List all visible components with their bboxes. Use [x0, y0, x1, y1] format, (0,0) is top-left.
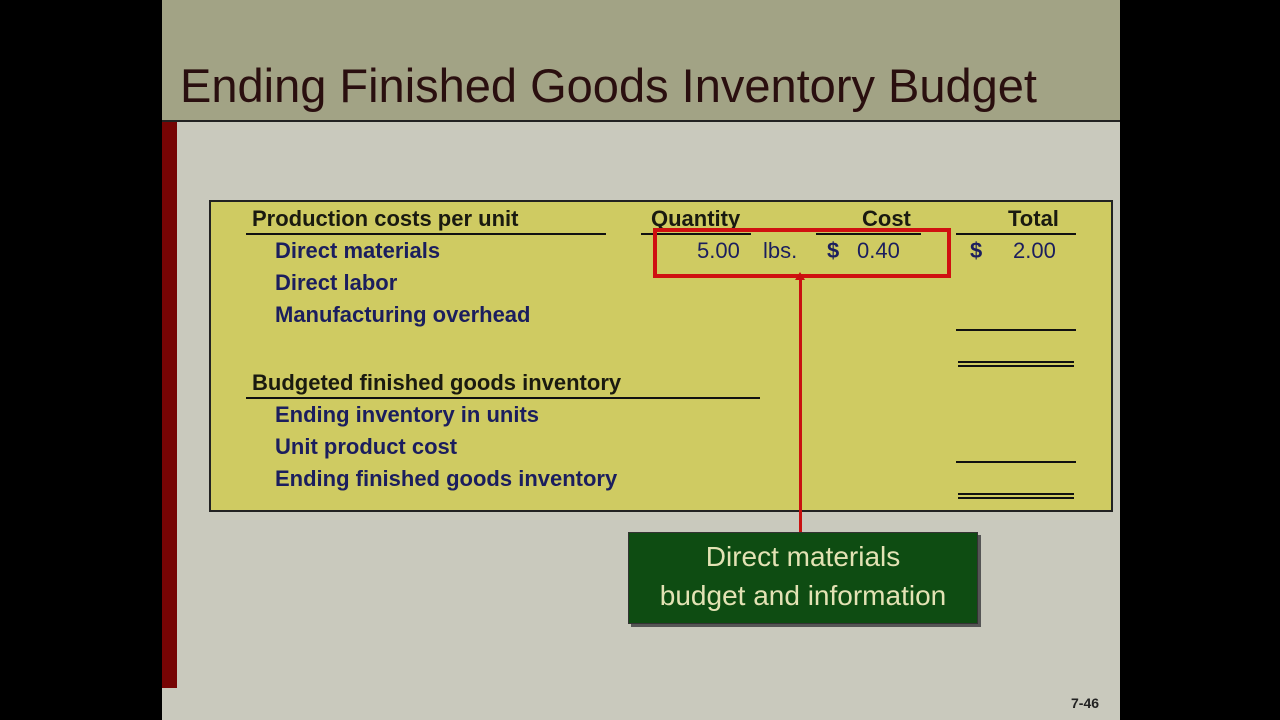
- dm-total: 2.00: [1013, 238, 1056, 263]
- row-ending-inventory-units: Ending inventory in units: [275, 402, 539, 427]
- accent-strip: [162, 122, 177, 688]
- row-manufacturing-overhead: Manufacturing overhead: [275, 302, 531, 327]
- section-header-production-costs: Production costs per unit: [252, 206, 519, 231]
- title-band: Ending Finished Goods Inventory Budget: [162, 0, 1120, 122]
- row-unit-product-cost: Unit product cost: [275, 434, 458, 459]
- row-ending-finished-goods-inventory: Ending finished goods inventory: [275, 466, 618, 491]
- callout-line-2: budget and information: [659, 580, 947, 611]
- budget-table: Production costs per unit Quantity Cost …: [209, 200, 1113, 512]
- dm-cost: 0.40: [857, 238, 900, 263]
- column-header-cost: Cost: [862, 206, 911, 231]
- header-underline: [956, 233, 1076, 235]
- dm-unit: lbs.: [763, 238, 798, 263]
- callout-arrow: [799, 278, 802, 532]
- row-direct-labor: Direct labor: [275, 270, 398, 295]
- dm-quantity: 5.00: [697, 238, 740, 263]
- slide: Ending Finished Goods Inventory Budget P…: [162, 0, 1120, 720]
- header-underline: [641, 233, 751, 235]
- subtotal-line: [956, 461, 1076, 463]
- header-underline: [246, 397, 760, 399]
- subtotal-line: [956, 329, 1076, 331]
- dm-total-symbol: $: [970, 238, 983, 263]
- header-underline: [816, 233, 921, 235]
- arrow-head-icon: [795, 272, 805, 280]
- slide-title: Ending Finished Goods Inventory Budget: [180, 59, 1037, 112]
- callout-box: Direct materials budget and information: [628, 532, 978, 624]
- row-direct-materials: Direct materials: [275, 238, 441, 263]
- page-number: 7-46: [1071, 695, 1100, 711]
- section-header-budgeted-inventory: Budgeted finished goods inventory: [252, 370, 622, 395]
- total-double-line: [958, 493, 1074, 499]
- column-header-total: Total: [1008, 206, 1059, 231]
- total-double-line: [958, 361, 1074, 367]
- highlight-box: [653, 228, 951, 278]
- header-underline: [246, 233, 606, 235]
- callout-line-1: Direct materials: [705, 541, 901, 572]
- dm-cost-symbol: $: [827, 238, 840, 263]
- column-header-quantity: Quantity: [651, 206, 741, 231]
